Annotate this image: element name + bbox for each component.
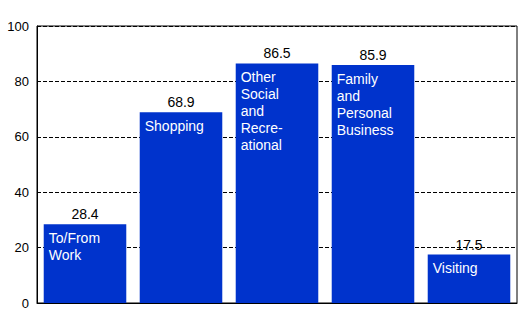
svg-text:80: 80 <box>15 74 29 89</box>
svg-text:Social: Social <box>241 86 279 102</box>
svg-text:Work: Work <box>49 247 82 263</box>
svg-text:40: 40 <box>15 185 29 200</box>
svg-text:Visiting: Visiting <box>433 260 478 276</box>
svg-text:Shopping: Shopping <box>145 118 204 134</box>
svg-text:Personal: Personal <box>337 105 392 121</box>
svg-text:85.9: 85.9 <box>359 47 386 63</box>
svg-text:0: 0 <box>22 296 29 311</box>
svg-text:68.9: 68.9 <box>167 94 194 110</box>
svg-text:ational: ational <box>241 137 282 153</box>
svg-text:Other: Other <box>241 69 276 85</box>
svg-text:To/From: To/From <box>49 230 100 246</box>
svg-text:Family: Family <box>337 71 378 87</box>
svg-text:28.4: 28.4 <box>71 206 98 222</box>
svg-text:and: and <box>241 103 264 119</box>
svg-text:100: 100 <box>7 19 29 34</box>
svg-text:Recre-: Recre- <box>241 120 283 136</box>
svg-text:Business: Business <box>337 122 394 138</box>
svg-text:17.5: 17.5 <box>455 237 482 253</box>
svg-text:86.5: 86.5 <box>263 45 290 61</box>
svg-text:and: and <box>337 88 360 104</box>
svg-text:20: 20 <box>15 240 29 255</box>
svg-text:60: 60 <box>15 129 29 144</box>
